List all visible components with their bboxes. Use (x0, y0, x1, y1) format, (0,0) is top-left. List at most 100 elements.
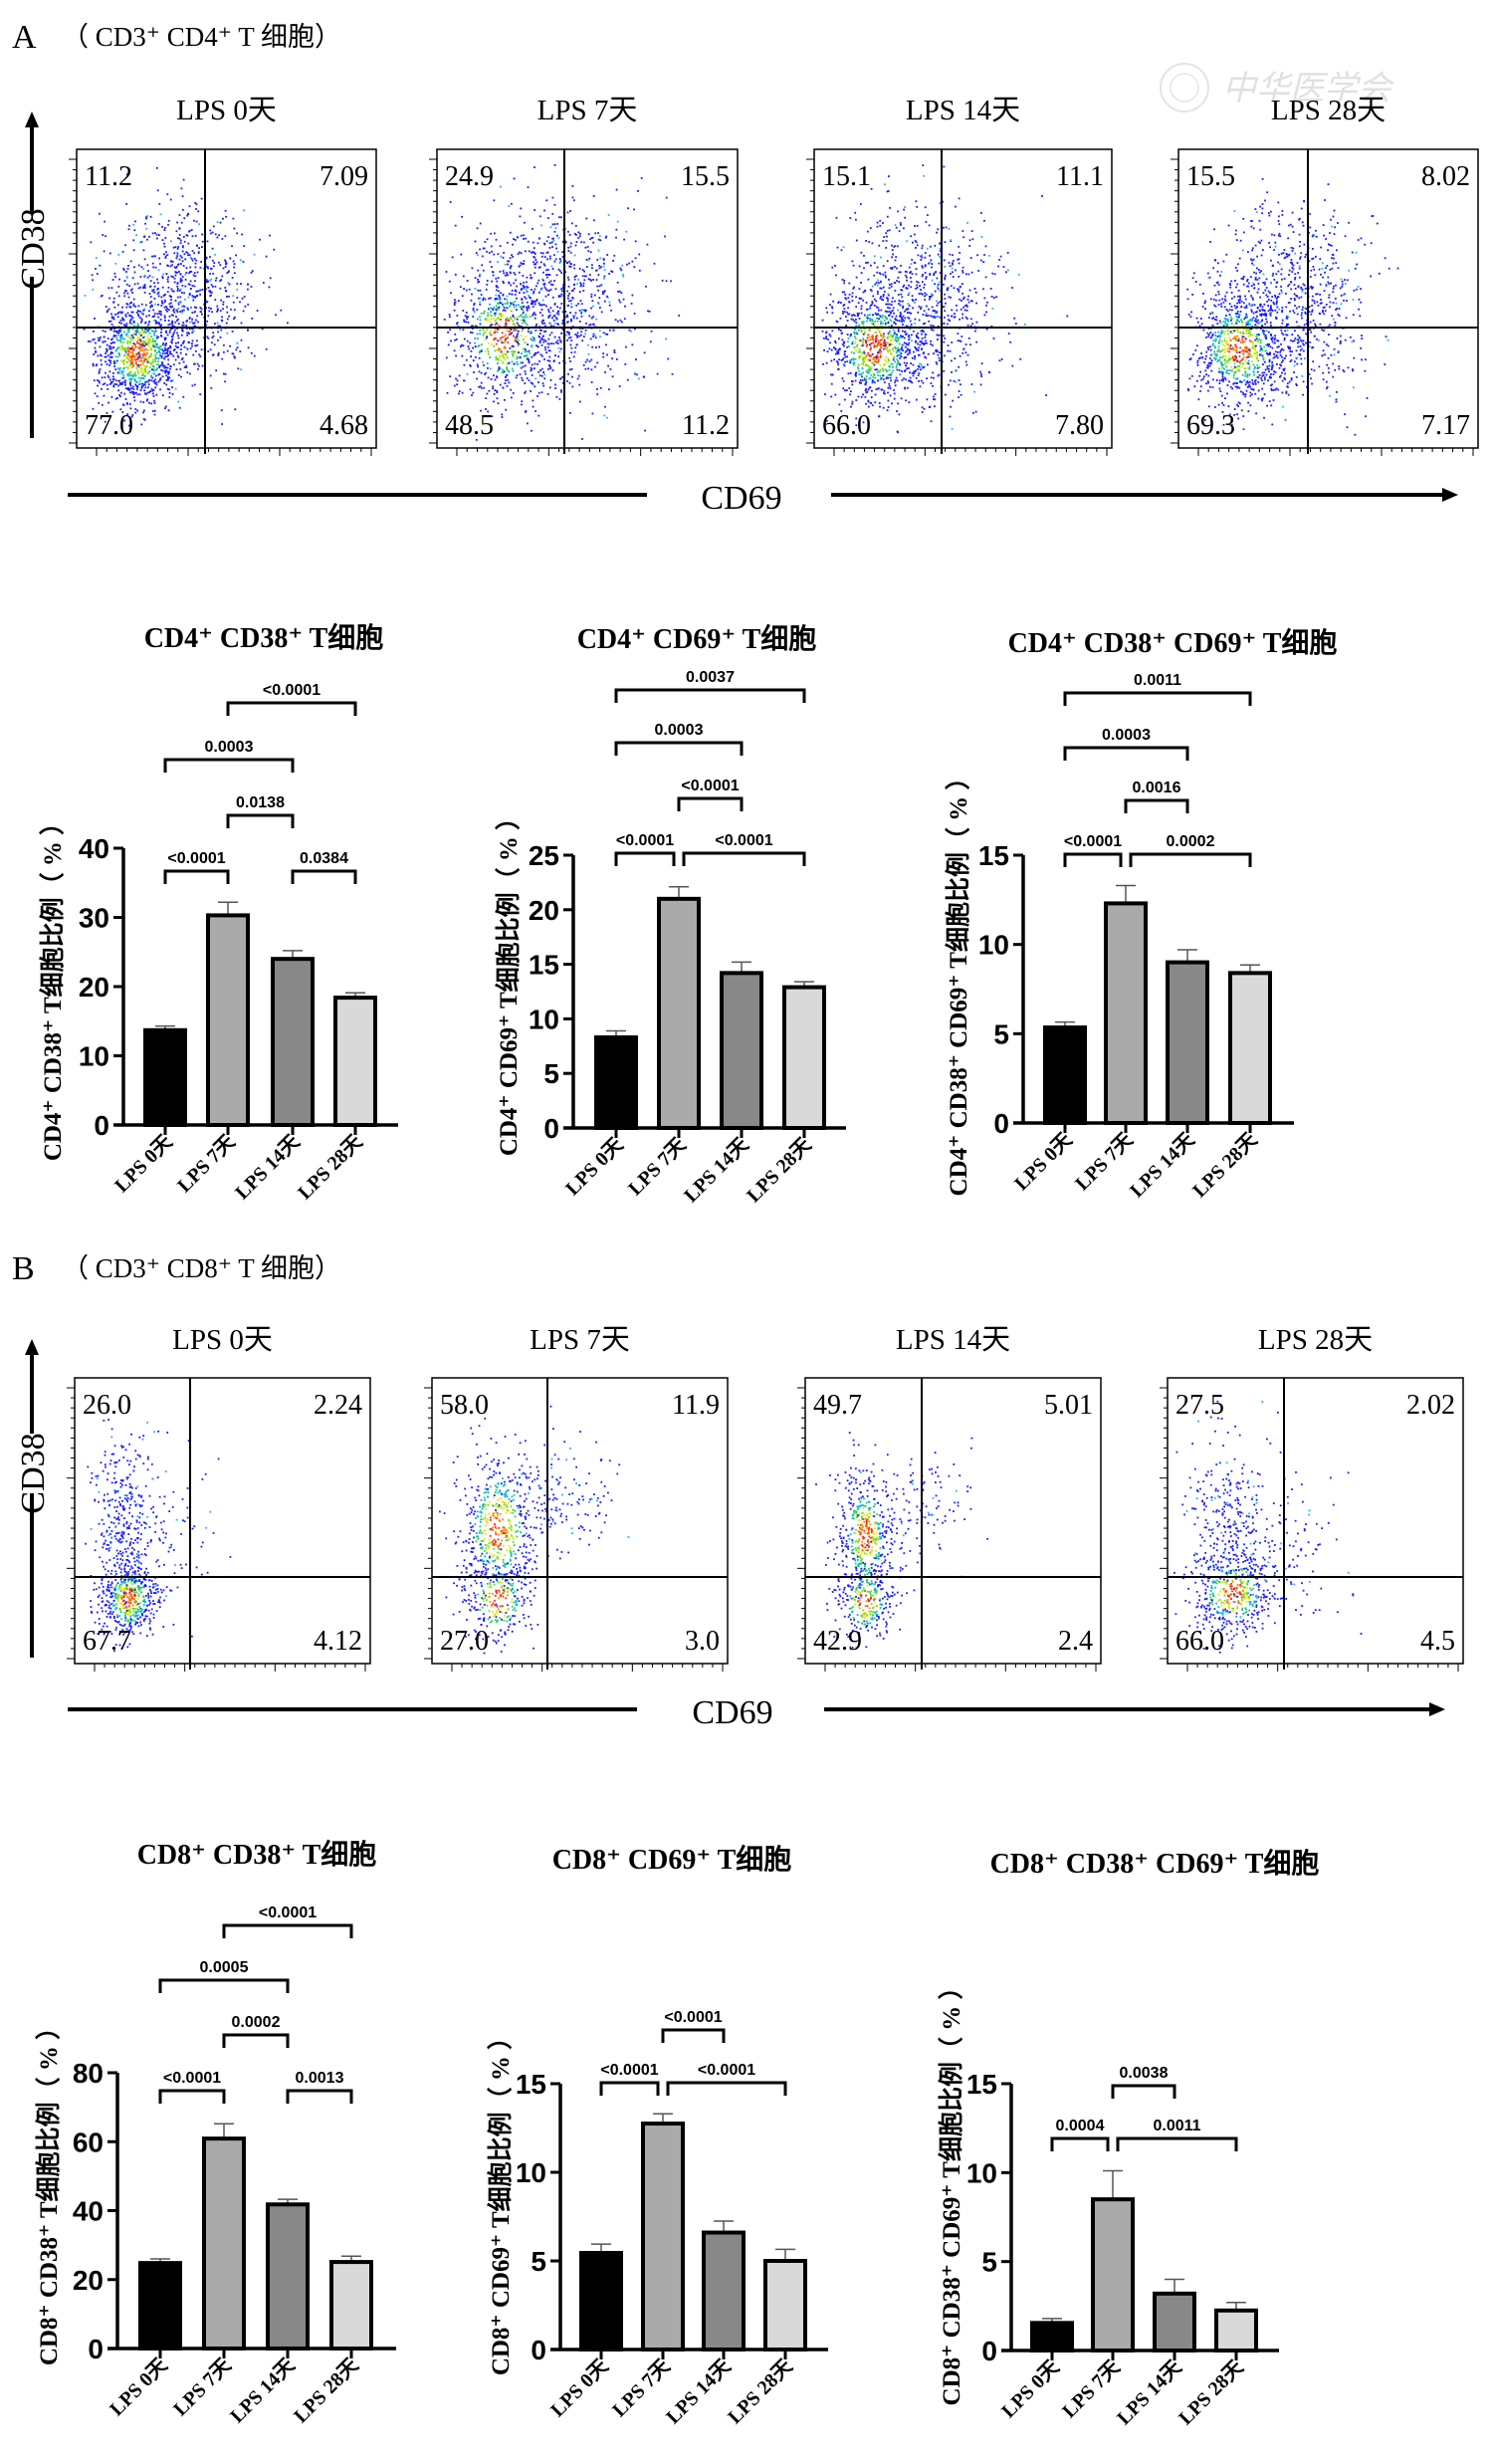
event-dot (980, 362, 983, 365)
event-dot (877, 379, 879, 382)
event-dot (535, 344, 537, 347)
event-dot (171, 323, 174, 325)
event-dot (949, 415, 952, 418)
event-dot (484, 318, 487, 321)
event-dot (901, 296, 904, 299)
event-dot (168, 332, 171, 334)
event-dot (911, 334, 913, 336)
event-dot (861, 375, 863, 378)
event-dot (157, 288, 159, 290)
event-dot (848, 282, 851, 285)
event-dot (523, 320, 526, 322)
event-dot (144, 328, 146, 331)
event-dot (233, 272, 236, 275)
event-dot (121, 377, 124, 379)
event-dot (545, 305, 547, 308)
event-dot (566, 331, 568, 334)
event-dot (532, 339, 534, 341)
event-dot (980, 212, 982, 214)
event-dot (154, 322, 157, 325)
event-dot (183, 292, 185, 295)
event-dot (560, 390, 562, 393)
event-dot (871, 301, 874, 303)
event-dot (95, 364, 98, 366)
event-dot (94, 346, 97, 349)
event-dot (453, 302, 456, 305)
event-dot (150, 402, 153, 405)
event-dot (510, 318, 513, 321)
event-dot (201, 364, 204, 367)
event-dot (620, 269, 623, 272)
event-dot (178, 361, 181, 364)
event-dot (884, 347, 887, 350)
event-dot (571, 185, 574, 187)
watermark-emblem-inner (1170, 73, 1199, 103)
event-dot (176, 311, 179, 314)
event-dot (545, 240, 548, 243)
event-dot (140, 331, 143, 334)
event-dot (132, 355, 134, 357)
event-dot (598, 235, 601, 237)
event-dot (96, 395, 99, 397)
event-dot (139, 363, 142, 366)
event-dot (890, 362, 893, 365)
event-dot (586, 358, 588, 361)
event-dot (173, 311, 176, 314)
event-dot (473, 371, 475, 373)
event-dot (133, 343, 136, 345)
event-dot (157, 363, 160, 366)
event-dot (608, 304, 611, 307)
event-dot (503, 352, 505, 354)
event-dot (943, 259, 946, 262)
event-dot (482, 335, 485, 336)
event-dot (856, 333, 859, 336)
event-dot (897, 210, 900, 213)
event-dot (473, 304, 476, 307)
event-dot (191, 339, 194, 342)
event-dot (514, 330, 516, 332)
event-dot (855, 424, 858, 427)
event-dot (517, 363, 519, 365)
event-dot (142, 340, 145, 343)
event-dot (995, 296, 997, 299)
event-dot (530, 390, 532, 392)
event-dot (926, 247, 929, 250)
event-dot (600, 284, 603, 287)
event-dot (895, 315, 898, 318)
event-dot (180, 187, 183, 190)
event-dot (845, 325, 848, 327)
event-dot (226, 332, 229, 335)
event-dot (512, 355, 515, 357)
event-dot (899, 315, 902, 317)
event-dot (162, 349, 165, 352)
event-dot (143, 284, 146, 286)
event-dot (595, 318, 598, 321)
event-dot (140, 370, 143, 372)
event-dot (496, 376, 499, 379)
event-dot (496, 289, 498, 292)
event-dot (466, 280, 469, 282)
event-dot (154, 232, 156, 234)
event-dot (591, 300, 594, 303)
event-dot (183, 306, 186, 308)
event-dot (888, 175, 890, 177)
event-dot (915, 247, 917, 249)
event-dot (124, 387, 127, 389)
event-dot (556, 342, 559, 344)
event-dot (843, 308, 846, 311)
event-dot (497, 277, 500, 279)
event-dot (511, 396, 513, 399)
event-dot (513, 282, 516, 285)
event-dot (132, 320, 135, 323)
event-dot (193, 272, 196, 274)
event-dot (160, 332, 162, 334)
event-dot (557, 268, 560, 271)
event-dot (131, 359, 134, 361)
event-dot (120, 370, 123, 373)
event-dot (535, 285, 537, 288)
event-dot (1270, 404, 1273, 407)
event-dot (142, 370, 145, 373)
event-dot (152, 291, 155, 294)
event-dot (965, 304, 968, 307)
event-dot (936, 304, 939, 307)
